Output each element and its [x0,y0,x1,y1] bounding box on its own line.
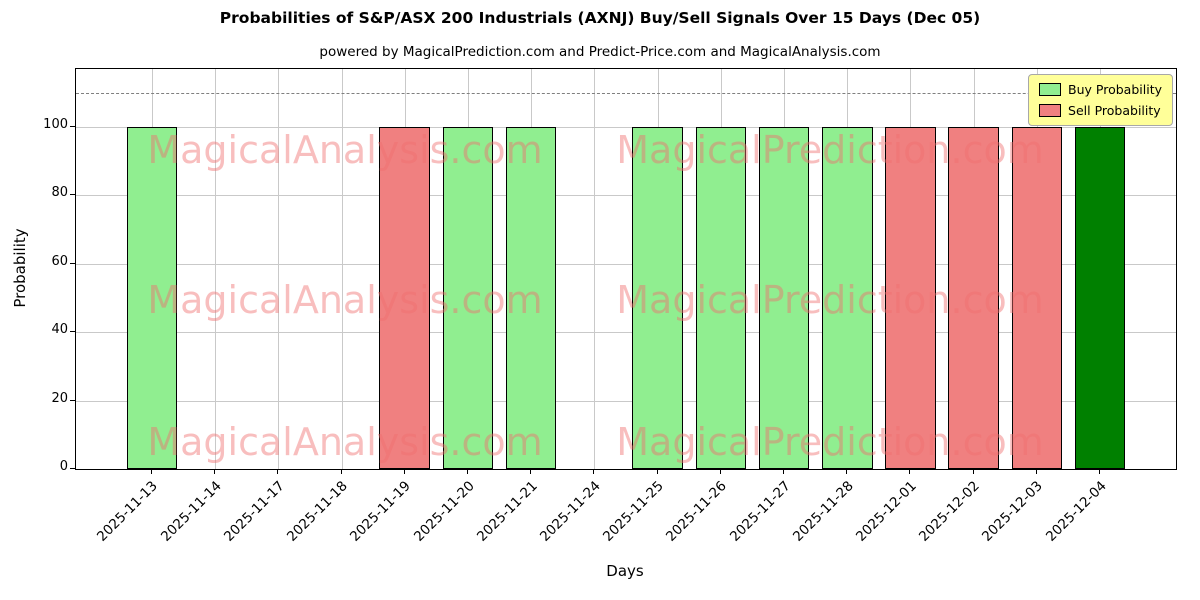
x-tick [719,469,721,474]
legend-sell-label: Sell Probability [1068,103,1161,118]
x-tick [656,469,658,474]
x-gridline [594,69,596,469]
y-gridline [76,127,1176,129]
legend-sell-swatch [1039,104,1062,117]
x-tick [1099,469,1101,474]
x-tick-label: 2025-12-04 [1042,478,1110,545]
x-tick [909,469,911,474]
y-gridline [76,400,1176,402]
legend: Buy Probability Sell Probability [1028,74,1173,126]
bar-2025-11-25 [632,127,683,469]
y-gridline [76,195,1176,197]
y-tick-label: 20 [51,390,68,406]
y-tick-label: 100 [43,117,68,133]
x-tick [340,469,342,474]
y-tick-label: 0 [59,459,68,474]
x-tick [1035,469,1037,474]
x-tick [846,469,848,474]
plot-area: 2025-11-13 2025-11-14 2025-11-17 2025-11-18… [75,68,1177,545]
x-tick-label: 2025-12-02 [916,478,984,545]
x-tick [150,469,152,474]
bar-2025-12-02 [948,127,999,469]
bar-2025-11-13 [126,127,178,469]
x-tick [403,469,405,474]
y-tick [70,194,75,196]
y-tick [70,399,75,401]
y-tick [70,126,75,128]
chart-subtitle: powered by MagicalPrediction.com and Pre… [319,44,881,60]
x-tick-label: 2025-11-17 [220,478,288,545]
x-tick [277,469,279,474]
y-tick-label: 80 [51,185,68,201]
x-gridline [341,69,343,469]
y-tick [70,331,75,333]
bar-2025-12-01 [885,127,936,469]
bar-2025-11-27 [758,127,810,469]
x-tick [466,469,468,474]
x-tick [783,469,785,474]
legend-item-sell: Sell Probability [1039,103,1162,118]
threshold-line [76,92,1176,94]
x-tick-label: 2025-11-13 [94,478,162,545]
x-tick [972,469,974,474]
x-tick-label: 2025-11-28 [789,478,857,545]
bar-2025-11-20 [442,127,494,469]
bar-2025-11-21 [505,127,557,469]
x-tick-label: 2025-11-14 [157,478,225,545]
y-tick [70,262,75,264]
x-axis-label: Days [606,562,644,580]
bar-2025-11-26 [695,127,747,469]
bar-2025-11-19 [379,127,430,469]
x-tick-label: 2025-11-20 [410,478,478,545]
x-tick-label: 2025-11-24 [536,478,604,545]
x-tick-label: 2025-11-18 [284,478,351,545]
chart-title: Probabilities of S&P/ASX 200 Industrials… [219,9,981,27]
y-gridline [76,332,1176,334]
bar-2025-12-03 [1011,127,1063,469]
legend-buy-label: Buy Probability [1068,82,1162,97]
x-tick [530,469,532,474]
x-gridline [215,69,217,469]
x-tick-label: 2025-11-27 [726,478,794,545]
bar-2025-12-04 [1074,127,1126,469]
y-tick-label: 60 [51,253,68,269]
x-gridline [278,69,280,469]
legend-buy-swatch [1039,83,1062,96]
x-tick-label: 2025-12-01 [852,478,920,545]
y-tick-label: 40 [51,322,68,338]
x-tick-label: 2025-11-19 [347,478,415,545]
legend-item-buy: Buy Probability [1039,82,1162,97]
y-gridline [76,263,1176,265]
x-tick [214,469,216,474]
x-tick [593,469,595,474]
x-tick-label: 2025-11-21 [473,478,541,545]
x-tick-label: 2025-12-03 [979,478,1047,545]
x-tick-label: 2025-11-25 [600,478,667,545]
bar-2025-11-28 [821,127,873,469]
x-tick-label: 2025-11-26 [663,478,731,545]
y-tick [70,468,75,469]
